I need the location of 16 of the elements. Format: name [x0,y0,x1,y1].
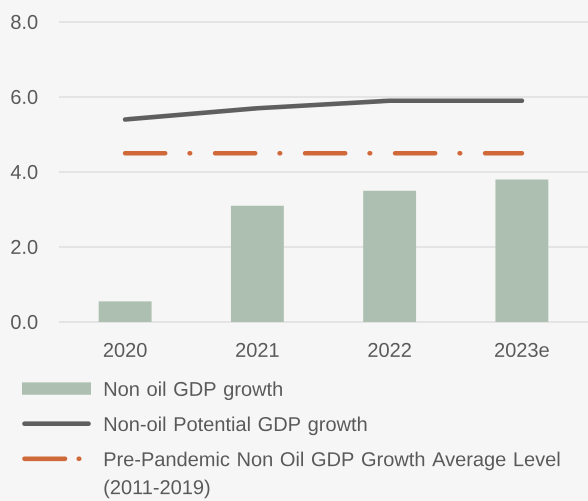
y-tick-label: 4.0 [10,164,38,180]
bar [98,301,152,322]
legend-label: Non-oil Potential GDP growth [104,416,366,436]
bar [363,190,416,322]
x-tick-label: 2023e [495,342,549,358]
x-tick-label: 2020 [104,342,147,358]
y-tick-label: 6.0 [11,90,38,104]
legend-label: Non oil GDP growth [104,381,282,400]
legend-label: Pre-Pandemic Non Oil GDP Growth Average Level (2011-2019) [104,452,560,498]
y-tick-label: 2.0 [11,240,38,254]
bar [495,180,548,322]
x-tick-label: 2021 [236,342,279,358]
y-tick-label: 0.0 [11,314,38,330]
x-tick-label: 2022 [368,342,411,358]
y-tick-label: 8.0 [11,14,38,30]
bar [230,206,284,322]
